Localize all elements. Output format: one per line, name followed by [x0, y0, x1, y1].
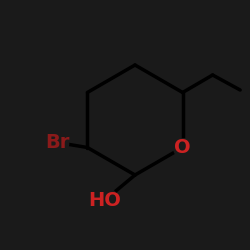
Text: Br: Br: [45, 133, 70, 152]
Text: O: O: [174, 138, 191, 157]
Text: HO: HO: [88, 190, 122, 210]
